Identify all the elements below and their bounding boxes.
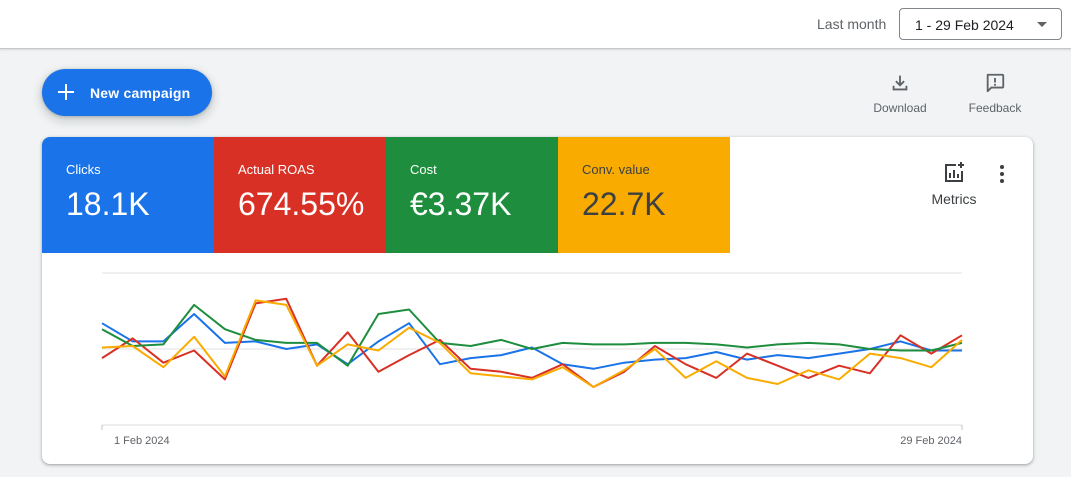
- scorecard-value: €3.37K: [410, 186, 512, 222]
- x-axis-end-label: 29 Feb 2024: [900, 435, 962, 447]
- scorecard-label: Actual ROAS: [238, 162, 315, 177]
- add-chart-icon: [945, 162, 964, 182]
- top-bar: Last month 1 - 29 Feb 2024: [0, 0, 1071, 49]
- scorecard-label: Cost: [410, 162, 437, 177]
- performance-card: Clicks 18.1K Actual ROAS 674.55% Cost €3…: [42, 137, 1033, 464]
- new-campaign-button[interactable]: New campaign: [42, 69, 212, 116]
- series-line-0: [101, 313, 962, 370]
- series-line-3: [101, 299, 963, 388]
- scorecard-value: 18.1K: [66, 186, 150, 222]
- download-icon: [892, 75, 908, 91]
- feedback-icon: [986, 73, 1005, 93]
- date-range-value: 1 - 29 Feb 2024: [915, 17, 1014, 33]
- feedback-label: Feedback: [968, 101, 1022, 115]
- scorecard-value: 674.55%: [238, 186, 365, 222]
- download-button[interactable]: Download: [870, 72, 930, 118]
- metrics-label: Metrics: [931, 191, 977, 207]
- dropdown-caret-icon: [1037, 22, 1047, 27]
- series-line-2: [101, 303, 963, 367]
- x-axis-start-label: 1 Feb 2024: [114, 435, 170, 447]
- scorecard-conv-value[interactable]: Conv. value 22.7K: [558, 137, 730, 253]
- scorecard-label: Conv. value: [582, 162, 650, 177]
- feedback-button[interactable]: Feedback: [965, 72, 1025, 118]
- metrics-button[interactable]: Metrics: [926, 161, 982, 209]
- date-range-select[interactable]: 1 - 29 Feb 2024: [899, 8, 1062, 40]
- scorecard-actual-roas[interactable]: Actual ROAS 674.55%: [214, 137, 386, 253]
- scorecard-cost[interactable]: Cost €3.37K: [386, 137, 558, 253]
- date-range-label: Last month: [817, 16, 887, 32]
- scorecard-label: Clicks: [66, 162, 101, 177]
- more-options-icon[interactable]: [992, 162, 1012, 186]
- performance-line-chart: 1 Feb 2024 29 Feb 2024: [101, 272, 963, 447]
- plus-icon: [56, 82, 76, 102]
- scorecard-value: 22.7K: [582, 186, 666, 222]
- scorecard-clicks[interactable]: Clicks 18.1K: [42, 137, 214, 253]
- download-label: Download: [873, 101, 927, 115]
- new-campaign-label: New campaign: [90, 85, 191, 101]
